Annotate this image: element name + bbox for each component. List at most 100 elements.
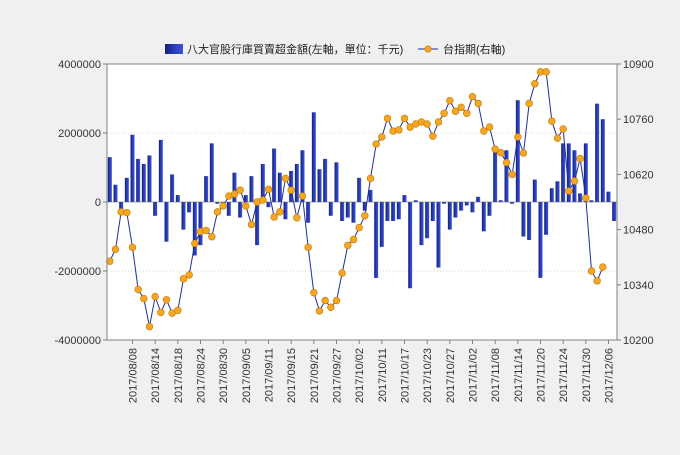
index-point — [463, 109, 471, 117]
bar — [459, 202, 464, 211]
index-point — [111, 245, 120, 254]
x-axis: 2017/08/08 2017/08/14 2017/08/18 2017/08/24… — [128, 340, 616, 403]
bar — [470, 202, 475, 213]
index-point — [259, 196, 267, 204]
index-point — [264, 185, 273, 194]
index-point — [446, 96, 454, 105]
index-point — [145, 322, 154, 331]
index-point — [247, 220, 256, 229]
index-point — [213, 208, 222, 216]
bar — [357, 177, 362, 202]
bar — [515, 100, 520, 202]
index-point — [383, 114, 392, 123]
x-tick-label: 2017/12/06 — [604, 348, 616, 403]
bar — [255, 202, 260, 246]
bar — [498, 200, 503, 202]
bar — [260, 164, 265, 202]
index-point — [406, 123, 414, 131]
index-point — [457, 103, 465, 112]
bar — [243, 195, 248, 202]
index-point — [570, 177, 579, 185]
bar — [238, 202, 243, 218]
bar — [368, 189, 373, 202]
legend: 八大官股行庫買賣超金額(左軸，單位：千元) 台指期(右軸) — [165, 42, 505, 56]
index-point — [332, 296, 341, 305]
index-point — [242, 202, 250, 210]
index-point — [361, 212, 369, 220]
index-point — [321, 296, 329, 305]
bar — [198, 202, 203, 246]
index-point — [230, 190, 239, 198]
bar — [107, 157, 112, 202]
index-point — [304, 243, 312, 252]
bar — [504, 150, 509, 202]
index-point — [327, 303, 335, 311]
index-point — [140, 294, 148, 303]
bar — [385, 202, 390, 221]
bar — [124, 177, 129, 202]
y-left-tick-label: -2000000 — [55, 266, 102, 278]
bar — [402, 195, 407, 202]
index-point — [502, 158, 511, 167]
x-tick-label: 2017/09/15 — [286, 348, 298, 403]
bar — [544, 202, 549, 235]
x-tick-label: 2017/10/11 — [377, 348, 389, 402]
bar — [578, 193, 583, 202]
bar — [612, 202, 617, 221]
bar — [561, 143, 566, 202]
index-point — [287, 186, 295, 194]
index-point — [582, 194, 590, 202]
bar — [141, 164, 146, 202]
x-tick-label: 2017/08/08 — [128, 348, 140, 403]
x-tick-label: 2017/11/30 — [581, 348, 593, 402]
bar — [510, 202, 515, 204]
bar — [425, 202, 430, 239]
bar — [340, 202, 345, 221]
bar — [266, 202, 271, 208]
x-tick-label: 2017/08/14 — [150, 348, 162, 403]
index-point — [548, 117, 556, 125]
bar — [532, 179, 537, 202]
bar — [323, 158, 328, 202]
bar — [147, 155, 152, 202]
bar — [595, 103, 600, 202]
index-point — [179, 275, 188, 283]
x-tick-label: 2017/09/27 — [332, 348, 344, 403]
bar — [413, 200, 418, 202]
x-tick-label: 2017/10/27 — [445, 348, 457, 403]
x-tick-label: 2017/09/05 — [241, 348, 253, 403]
index-point — [134, 285, 142, 294]
bar — [555, 181, 560, 202]
bar — [153, 202, 158, 216]
index-point — [553, 134, 562, 142]
bar — [158, 139, 163, 202]
index-point — [310, 288, 318, 297]
bar — [164, 202, 169, 242]
y-right-tick-label: 10760 — [623, 114, 654, 126]
bar — [175, 195, 180, 202]
x-tick-label: 2017/09/21 — [309, 348, 321, 403]
index-point — [434, 118, 443, 126]
x-tick-label: 2017/11/14 — [513, 348, 525, 402]
index-point — [599, 263, 607, 271]
bar — [447, 202, 452, 230]
bar — [306, 202, 311, 223]
bar — [572, 150, 577, 202]
y-left-tick-label: 4000000 — [58, 59, 101, 71]
x-tick-label: 2017/11/08 — [490, 348, 502, 402]
index-point — [355, 223, 363, 232]
index-point — [525, 99, 533, 108]
index-point — [429, 132, 437, 140]
bar — [192, 202, 197, 256]
index-point — [236, 186, 244, 194]
bar — [391, 202, 396, 221]
bar-series — [107, 100, 617, 289]
index-point — [400, 114, 409, 123]
legend-bar-swatch — [165, 44, 183, 54]
index-point — [281, 174, 290, 183]
index-point — [298, 192, 307, 200]
index-point — [128, 243, 137, 252]
bar — [442, 202, 447, 204]
bar — [538, 202, 543, 278]
index-point — [349, 235, 358, 244]
